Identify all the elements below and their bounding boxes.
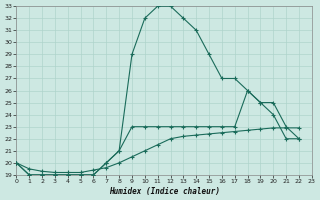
X-axis label: Humidex (Indice chaleur): Humidex (Indice chaleur) [108,187,220,196]
